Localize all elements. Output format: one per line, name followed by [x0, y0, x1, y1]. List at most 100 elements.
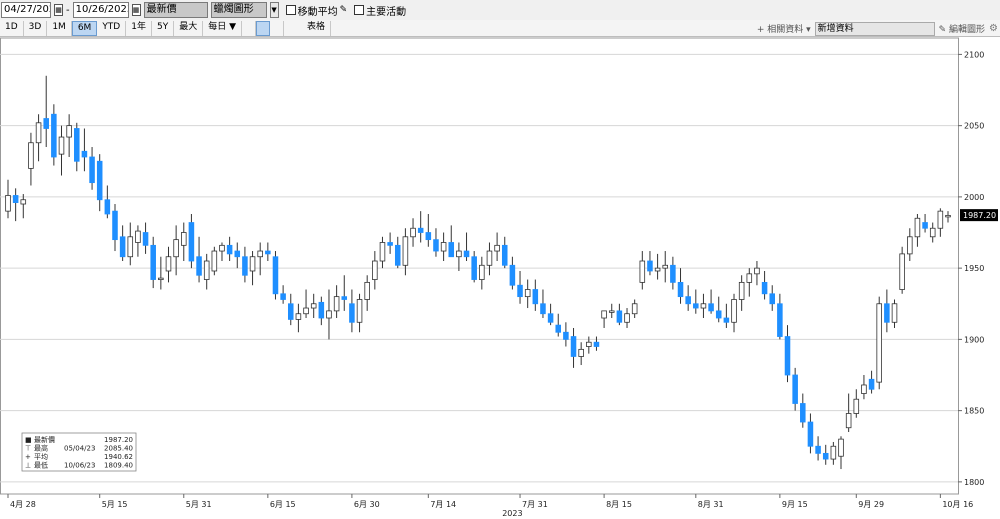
chart-tool-button[interactable]	[242, 20, 257, 36]
candle-body	[555, 324, 562, 333]
candle-body	[135, 230, 141, 243]
candle-body	[74, 128, 80, 162]
candle-body	[800, 403, 806, 423]
candle-body	[51, 113, 57, 158]
period-button[interactable]: 3D	[24, 20, 48, 36]
candle-body	[242, 256, 248, 276]
candle-body	[547, 313, 554, 323]
candle-body	[738, 281, 745, 300]
candles	[5, 75, 951, 470]
grid	[0, 37, 959, 495]
end-date-input[interactable]: 10/26/2023	[72, 2, 129, 18]
candle-body	[608, 310, 615, 313]
candle-body	[433, 239, 439, 252]
candle-body	[89, 156, 95, 184]
candle-body	[448, 242, 455, 258]
y-tick-label: 2050	[964, 122, 984, 131]
candle-body	[830, 445, 837, 460]
period-button[interactable]: 最大	[174, 20, 204, 36]
chevron-down-icon[interactable]: ▼	[269, 2, 279, 18]
candle-body	[746, 273, 753, 283]
candle-body	[425, 232, 432, 241]
candle-body	[540, 303, 546, 315]
candle-body	[838, 438, 844, 457]
legend-value: 1987.20	[104, 436, 133, 444]
legend-symbol: ■	[25, 436, 32, 444]
pencil-icon[interactable]: ✎	[339, 5, 348, 15]
candle-body	[287, 303, 294, 320]
start-date-input[interactable]: 04/27/2023	[1, 2, 51, 18]
candle-body	[280, 293, 286, 300]
period-button[interactable]: 每日 ▼	[203, 20, 243, 36]
candle-body	[494, 244, 500, 252]
checkbox-icon[interactable]	[285, 5, 296, 15]
chart-tool-button[interactable]	[256, 20, 271, 36]
legend-label: 最低	[34, 461, 48, 470]
key-events-checkbox[interactable]: 主要活動	[354, 3, 406, 18]
x-tick-label: 6月 30	[354, 500, 380, 509]
x-tick-label: 7月 14	[430, 500, 456, 509]
candle-body	[685, 296, 691, 305]
date-range-separator: -	[66, 4, 70, 16]
candle-body	[234, 250, 241, 258]
candle-body	[203, 260, 210, 280]
candle-body	[158, 277, 164, 281]
candle-body	[165, 256, 172, 272]
candle-body	[28, 142, 34, 169]
right-tools: + 相關資料 ▾ 新增資料 ✎ 編輯圖形 ⚙	[757, 20, 1000, 37]
candle-body	[945, 215, 951, 218]
period-button[interactable]: 1M	[47, 20, 72, 36]
candle-body	[570, 336, 577, 357]
period-button[interactable]: YTD	[97, 20, 127, 36]
period-button[interactable]: 5Y	[152, 20, 175, 36]
candle-body	[586, 341, 592, 347]
candle-body	[417, 227, 424, 233]
price-mode-select[interactable]: 最新價	[143, 2, 208, 18]
period-buttons: 1D 3D 1M 6M YTD 1年 5Y 最大 每日 ▼	[0, 20, 243, 36]
legend-value: 2085.40	[104, 445, 133, 453]
candle-body	[119, 236, 126, 258]
moving-average-checkbox[interactable]: 移動平均 ✎	[285, 3, 348, 18]
candle-body	[333, 296, 340, 312]
legend-label: 最高	[34, 444, 48, 453]
gear-icon[interactable]: ⚙	[989, 23, 998, 34]
chart-type-select[interactable]: 蠟燭圖形	[210, 2, 267, 18]
candle-body	[12, 195, 19, 203]
candle-body	[929, 227, 936, 238]
candle-body	[142, 232, 149, 246]
x-tick-label: 9月 15	[782, 500, 808, 509]
checkbox-icon[interactable]	[354, 5, 365, 15]
candle-body	[43, 118, 49, 129]
period-button[interactable]: 6M	[71, 20, 98, 36]
table-button[interactable]: 表格	[302, 20, 332, 36]
x-tick-label: 5月 31	[186, 500, 212, 509]
related-data-button[interactable]: + 相關資料 ▾	[756, 25, 811, 35]
period-button[interactable]: 1年	[126, 20, 152, 36]
candle-body	[616, 310, 623, 323]
candle-body	[272, 256, 279, 295]
period-button[interactable]: 1D	[0, 20, 24, 36]
new-data-field[interactable]: 新增資料	[814, 21, 935, 36]
candle-body	[907, 236, 913, 255]
y-tick-label: 1900	[964, 335, 984, 344]
chart-tool-button[interactable]	[270, 20, 285, 36]
last-price-marker	[960, 209, 998, 222]
y-tick-label: 1800	[964, 478, 984, 487]
candle-body	[891, 303, 898, 323]
legend-label: 最新價	[34, 435, 55, 444]
candle-body	[524, 289, 531, 298]
candle-body	[822, 452, 829, 460]
calendar-icon[interactable]: ▦	[54, 4, 63, 16]
legend-value: 1809.40	[104, 462, 133, 470]
candle-body	[647, 260, 653, 272]
candle-body	[486, 250, 493, 266]
candle-body	[631, 303, 638, 315]
edit-chart-button[interactable]: ✎ 編輯圖形	[938, 25, 986, 35]
candle-body	[257, 250, 263, 258]
candle-body	[20, 199, 27, 205]
candle-body	[471, 256, 477, 280]
legend-date: 10/06/23	[64, 462, 95, 470]
calendar-icon[interactable]: ▦	[131, 4, 141, 16]
legend-box	[21, 432, 137, 472]
plot-frame	[0, 37, 959, 495]
